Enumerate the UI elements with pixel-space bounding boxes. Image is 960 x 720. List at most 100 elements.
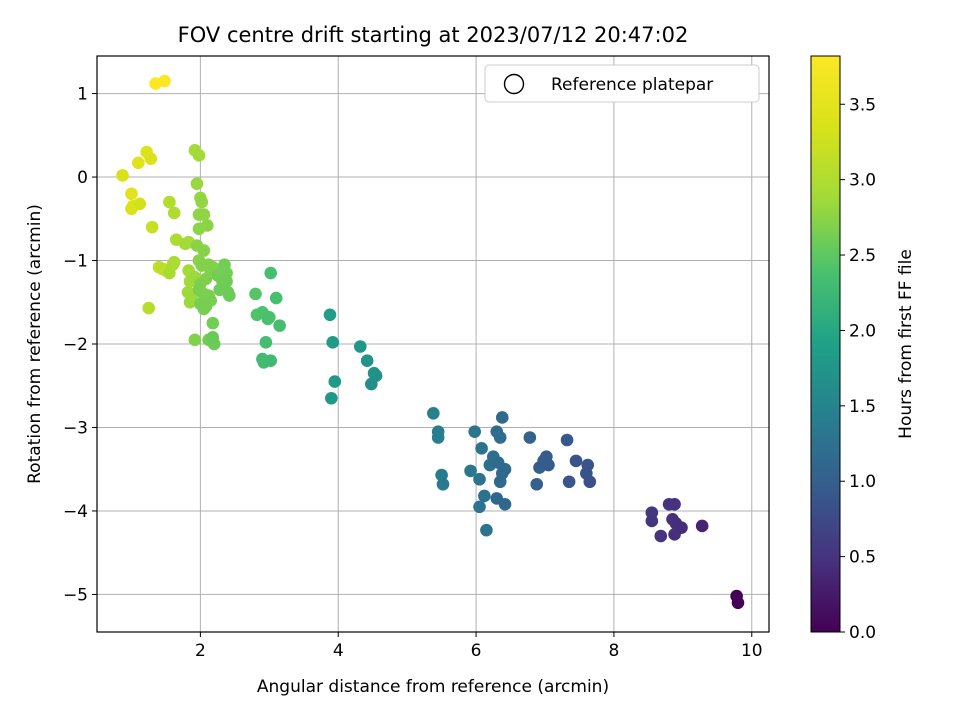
data-point xyxy=(197,244,211,257)
data-point xyxy=(133,197,147,211)
data-point xyxy=(149,77,162,90)
data-point xyxy=(530,477,544,491)
y-tick-label: −3 xyxy=(63,418,88,438)
data-point xyxy=(144,152,158,165)
data-point xyxy=(259,336,273,349)
y-tick-label: 0 xyxy=(77,168,88,188)
data-point xyxy=(542,458,555,472)
x-tick-label: 8 xyxy=(609,641,620,661)
data-point xyxy=(328,375,342,388)
legend-marker xyxy=(503,73,525,95)
data-point xyxy=(562,475,576,489)
grid-lines xyxy=(97,56,769,632)
data-point xyxy=(206,316,220,330)
colorbar-tick-label: 1.0 xyxy=(849,472,876,492)
data-point xyxy=(583,475,597,489)
data-point xyxy=(142,301,155,315)
data-point xyxy=(325,391,338,405)
data-point xyxy=(323,308,337,322)
data-point xyxy=(498,497,512,511)
data-point xyxy=(223,289,236,302)
data-point xyxy=(731,596,745,610)
y-axis-label: Rotation from reference (arcmin) xyxy=(25,204,45,484)
colorbar-tick-label: 3.0 xyxy=(849,171,876,191)
data-point xyxy=(125,187,138,201)
data-point xyxy=(264,354,277,367)
data-point xyxy=(493,431,507,444)
y-tick-label: −2 xyxy=(63,335,88,355)
y-tick-label: −1 xyxy=(63,252,88,272)
x-tick-label: 4 xyxy=(333,641,344,661)
colorbar-tick-label: 0.0 xyxy=(849,623,876,643)
data-point xyxy=(163,195,176,209)
x-tick-label: 2 xyxy=(195,641,206,661)
data-point xyxy=(569,454,583,468)
colorbar-tick-label: 0.5 xyxy=(849,548,876,568)
data-point xyxy=(473,472,486,486)
data-point xyxy=(264,266,277,280)
data-point xyxy=(360,354,374,367)
legend-entry: Reference platepar xyxy=(551,75,713,95)
chart-title: FOV centre drift starting at 2023/07/12 … xyxy=(178,23,689,47)
x-axis-label: Angular distance from reference (arcmin) xyxy=(257,677,609,697)
data-point xyxy=(163,266,176,280)
data-point xyxy=(493,475,507,489)
data-point xyxy=(365,377,378,391)
data-point xyxy=(464,464,477,478)
data-point xyxy=(145,220,159,234)
y-axis-ticks: 1 0 −1 −2 −3 −4 −5 xyxy=(63,85,97,605)
colorbar-gradient xyxy=(810,55,841,633)
data-point xyxy=(269,291,283,305)
data-point xyxy=(132,156,145,170)
colorbar-tick-label: 3.5 xyxy=(849,95,876,115)
colorbar-tick-label: 2.5 xyxy=(849,246,876,266)
data-points xyxy=(116,74,745,610)
y-tick-label: −4 xyxy=(63,502,88,522)
y-tick-label: −5 xyxy=(63,585,88,605)
data-point xyxy=(431,431,445,444)
data-point xyxy=(192,222,206,236)
x-tick-label: 10 xyxy=(741,641,763,661)
data-point xyxy=(478,489,491,503)
data-point xyxy=(475,442,488,455)
data-point xyxy=(495,411,509,424)
data-point xyxy=(523,431,537,444)
colorbar: 0.0 0.5 1.0 1.5 2.0 2.5 3.0 3.5 Hours from firs… xyxy=(810,55,916,643)
legend: Reference platepar xyxy=(484,64,760,103)
data-point xyxy=(195,195,209,209)
data-point xyxy=(668,497,681,511)
data-point xyxy=(206,331,220,344)
data-point xyxy=(273,319,286,332)
data-point xyxy=(695,519,709,533)
data-point xyxy=(560,433,574,447)
x-axis-ticks: 2 4 6 8 10 xyxy=(195,632,763,661)
data-point xyxy=(199,300,213,313)
data-point xyxy=(654,529,668,543)
data-point xyxy=(498,462,512,476)
colorbar-tick-label: 1.5 xyxy=(849,397,876,417)
colorbar-ticks: 0.0 0.5 1.0 1.5 2.0 2.5 3.0 3.5 xyxy=(840,95,876,643)
data-point xyxy=(116,169,129,182)
data-point xyxy=(480,523,493,537)
data-point xyxy=(473,500,486,514)
data-point xyxy=(353,340,367,353)
data-point xyxy=(167,206,181,220)
data-point xyxy=(427,406,440,420)
legend-box xyxy=(484,64,760,103)
data-point xyxy=(436,477,450,491)
data-point xyxy=(190,177,204,191)
data-point xyxy=(675,521,688,534)
data-point xyxy=(188,333,202,347)
x-tick-label: 6 xyxy=(471,641,482,661)
data-point xyxy=(263,310,276,324)
data-point xyxy=(192,149,206,162)
colorbar-tick-label: 2.0 xyxy=(849,321,876,341)
data-point xyxy=(249,287,262,301)
data-point xyxy=(326,336,340,349)
data-point xyxy=(468,425,481,438)
data-point xyxy=(645,514,659,528)
data-point xyxy=(197,208,211,221)
data-point xyxy=(220,275,233,288)
y-tick-label: 1 xyxy=(77,85,88,105)
